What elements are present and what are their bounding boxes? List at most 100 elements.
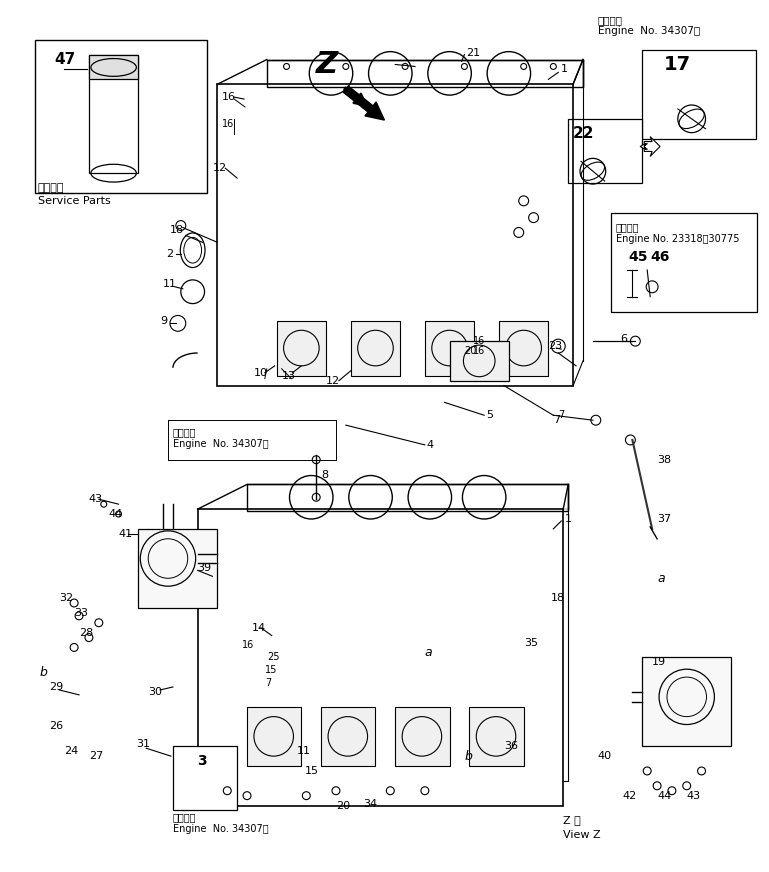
Bar [321,706,375,766]
Text: 40: 40 [598,751,612,761]
Bar [138,529,218,608]
Text: Engine  No. 34307～: Engine No. 34307～ [598,26,700,36]
Bar [395,706,450,766]
Text: 17: 17 [664,55,691,74]
Text: 8: 8 [321,469,328,480]
Text: 適用号機: 適用号機 [173,813,196,822]
Text: 39: 39 [198,563,211,574]
Text: Engine  No. 34307～: Engine No. 34307～ [173,824,268,835]
Bar [277,322,326,376]
Text: 7: 7 [554,415,561,426]
Polygon shape [644,137,660,156]
Text: 18: 18 [170,226,184,235]
Bar [425,322,474,376]
Text: 9: 9 [160,317,167,326]
Text: 7: 7 [265,678,271,688]
Bar [593,10,756,44]
Text: 補給専用: 補給専用 [38,183,64,193]
Text: 3: 3 [198,754,207,768]
Text: 16: 16 [222,92,236,102]
Text: 23: 23 [548,341,562,351]
Text: 6: 6 [621,334,628,344]
Bar [168,806,351,845]
Text: a: a [657,572,664,585]
Text: 43: 43 [687,791,701,800]
Text: 16: 16 [473,336,485,346]
Text: 14: 14 [252,623,266,633]
Bar [450,341,509,381]
Text: 47: 47 [55,52,75,67]
Text: 45: 45 [628,250,648,264]
Text: 16: 16 [473,346,485,356]
Text: Engine  No. 34307～: Engine No. 34307～ [173,439,268,449]
Text: a: a [425,646,432,659]
Text: 20: 20 [336,800,350,811]
Bar [89,55,138,79]
Text: 10: 10 [254,368,268,378]
Text: 21: 21 [466,48,481,58]
Bar [247,485,568,511]
Text: 適用号機: 適用号機 [598,15,623,25]
Bar [499,322,548,376]
Text: 16: 16 [242,640,255,651]
Text: 46: 46 [650,250,670,264]
FancyArrow shape [344,86,384,120]
Text: View Z: View Z [563,830,601,841]
Text: 2: 2 [166,249,173,259]
Text: 12: 12 [212,163,227,174]
Text: 36: 36 [504,741,518,752]
Text: 28: 28 [79,628,93,637]
Bar [611,213,757,311]
Bar [568,119,642,183]
Text: 12: 12 [326,376,340,385]
Text: b: b [464,750,472,763]
Bar [198,509,563,806]
Text: 25: 25 [267,652,279,663]
Text: 7: 7 [558,410,564,420]
Text: 31: 31 [136,739,151,749]
Text: 27: 27 [89,751,103,761]
Bar [168,420,365,460]
Text: 18: 18 [551,593,564,603]
Text: 1: 1 [565,514,572,524]
Text: 32: 32 [59,593,73,603]
Text: 38: 38 [657,454,671,465]
Text: 11: 11 [296,746,311,756]
Text: 22: 22 [573,126,594,141]
Bar [267,59,583,87]
Text: 44: 44 [108,509,123,519]
Bar [642,657,731,746]
Text: 37: 37 [657,514,671,524]
Text: 19: 19 [652,657,666,667]
Text: 44: 44 [657,791,671,800]
Text: Engine No. 23318～30775: Engine No. 23318～30775 [615,235,739,244]
Text: 24: 24 [65,746,78,756]
Text: 30: 30 [148,687,162,697]
Text: 34: 34 [364,799,378,808]
Text: 15: 15 [305,766,318,776]
Bar [351,322,400,376]
Text: 適用号機: 適用号機 [615,222,639,233]
Text: 35: 35 [524,637,538,648]
Bar [89,55,138,174]
Text: 適用号機: 適用号機 [173,427,196,437]
Text: 33: 33 [74,608,88,618]
Bar [642,50,756,139]
Text: 16: 16 [222,119,235,129]
Text: Z: Z [316,50,338,79]
Text: 43: 43 [89,494,103,504]
Text: 5: 5 [486,410,493,420]
Bar [218,85,573,385]
Bar [35,40,208,193]
Bar [469,706,524,766]
Bar [247,706,301,766]
Text: 15: 15 [265,665,277,675]
Text: 26: 26 [49,721,64,732]
Text: 1: 1 [561,65,568,74]
Text: 41: 41 [118,528,133,539]
Text: Z 視: Z 視 [563,815,581,826]
Text: 13: 13 [281,371,295,381]
Text: Service Parts: Service Parts [38,196,110,206]
Text: 20: 20 [464,346,477,356]
Text: b: b [39,665,48,678]
